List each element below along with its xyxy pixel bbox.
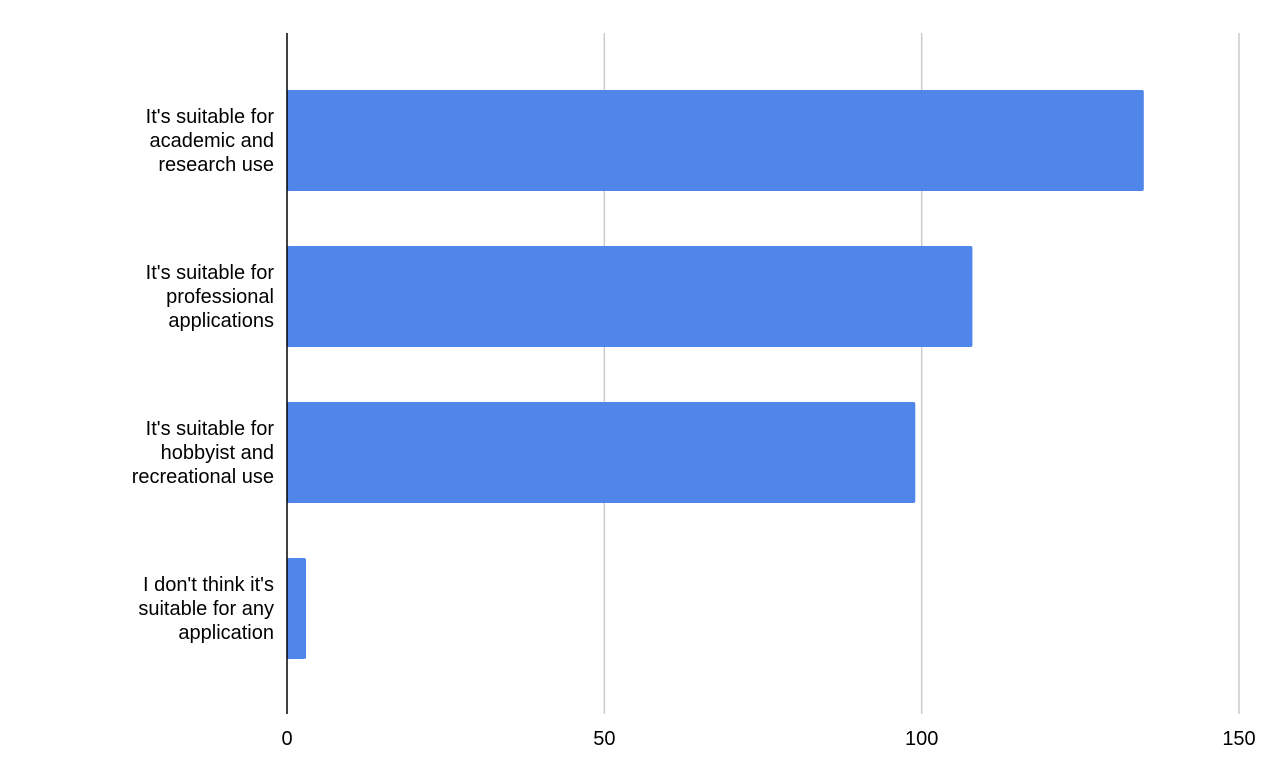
x-tick-label: 0 — [281, 728, 292, 750]
x-tick-label: 100 — [905, 728, 938, 750]
x-tick-label: 50 — [593, 728, 615, 750]
y-tick-label: It's suitable for professional applicati… — [145, 261, 274, 332]
bar — [287, 558, 307, 659]
bar — [287, 402, 916, 503]
x-tick-label: 150 — [1222, 728, 1255, 750]
bar — [287, 246, 973, 347]
y-tick-label: It's suitable for hobbyist and recreatio… — [131, 417, 274, 488]
bar — [287, 90, 1144, 191]
y-tick-label: It's suitable for academic and research … — [145, 105, 274, 176]
y-tick-label: I don't think it's suitable for any appl… — [138, 573, 274, 644]
